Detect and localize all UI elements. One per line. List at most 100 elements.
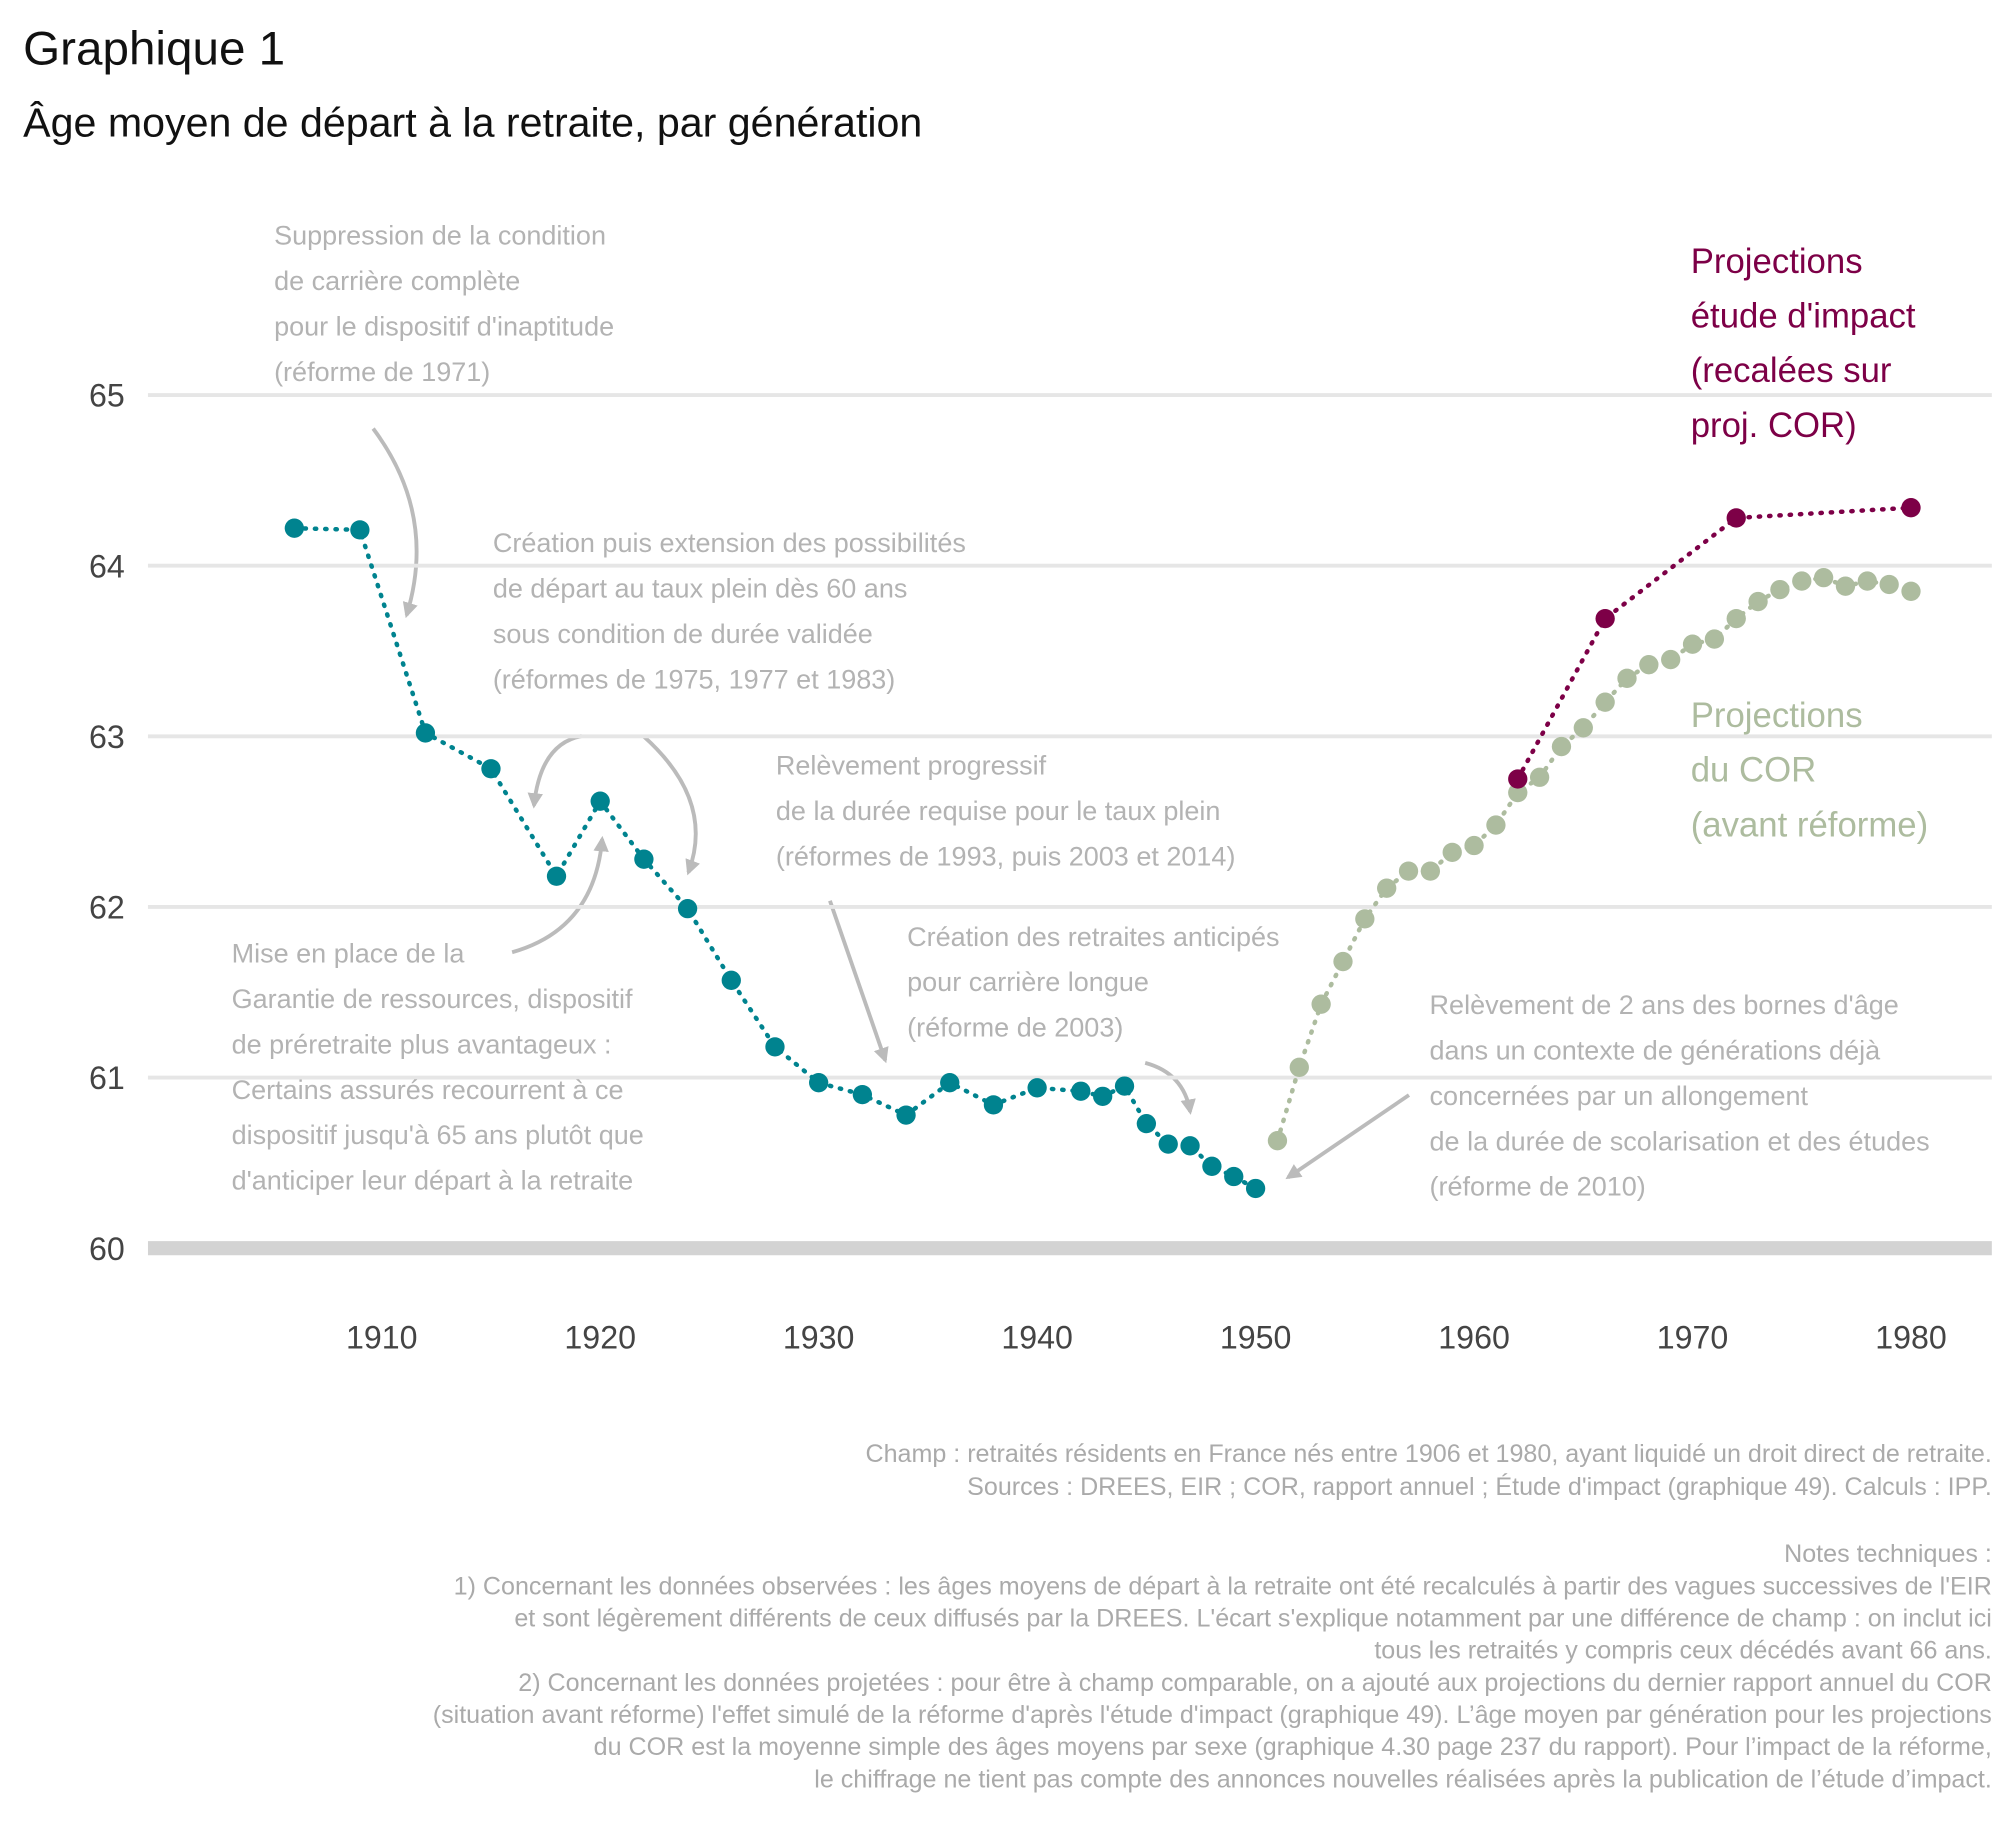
- point: [481, 759, 501, 779]
- point: [1245, 1178, 1266, 1199]
- series-label: Projections: [1691, 243, 1863, 281]
- annotation: de départ au taux plein dès 60 ans: [493, 573, 908, 603]
- point: [1311, 994, 1331, 1014]
- annotation: Suppression de la condition: [274, 221, 606, 251]
- point: [634, 849, 654, 869]
- arrow: [527, 734, 583, 809]
- annotation: de carrière complète: [274, 266, 520, 296]
- footnote: 2) Concernant les données projetées : po…: [518, 1669, 1992, 1697]
- point: [350, 520, 370, 540]
- annotation: de la durée de scolarisation et des étud…: [1430, 1126, 1930, 1156]
- y-tick-label: 64: [89, 548, 125, 584]
- point: [1508, 769, 1528, 789]
- point: [940, 1073, 960, 1093]
- annotation: Certains assurés recourrent à ce: [232, 1075, 624, 1105]
- footnote: Champ : retraités résidents en France né…: [865, 1440, 1991, 1468]
- point: [1726, 508, 1746, 528]
- point: [1289, 1057, 1309, 1077]
- annotation: Création des retraites anticipés: [907, 922, 1279, 952]
- annotation: Garantie de ressources, dispositif: [232, 984, 633, 1014]
- x-tick-label: 1960: [1438, 1320, 1510, 1356]
- annotation: d'anticiper leur départ à la retraite: [232, 1166, 634, 1196]
- point: [284, 518, 304, 538]
- point: [1748, 591, 1768, 612]
- x-tick-label: 1970: [1657, 1320, 1729, 1356]
- footnote: Notes techniques :: [1784, 1540, 1992, 1568]
- point: [1202, 1156, 1222, 1176]
- point: [1704, 629, 1725, 649]
- point: [1573, 718, 1593, 738]
- footnote: du COR est la moyenne simple des âges mo…: [594, 1733, 1992, 1761]
- point: [590, 791, 610, 811]
- arrow: [1144, 1061, 1196, 1115]
- point: [983, 1095, 1004, 1115]
- chart-title: Graphique 1: [23, 22, 285, 75]
- annotation: Création puis extension des possibilités: [493, 528, 966, 558]
- footnote: le chiffrage ne tient pas compte des ann…: [814, 1765, 1992, 1793]
- point: [809, 1073, 829, 1093]
- point: [1267, 1131, 1288, 1151]
- point: [1508, 782, 1528, 803]
- point: [1398, 861, 1419, 881]
- y-tick-label: 61: [89, 1060, 125, 1096]
- point: [1420, 861, 1441, 881]
- point: [1158, 1134, 1178, 1154]
- x-tick-label: 1980: [1875, 1320, 1947, 1356]
- series-label: proj. COR): [1691, 407, 1857, 445]
- point: [1792, 571, 1812, 591]
- annotation: concernées par un allongement: [1430, 1081, 1809, 1111]
- arrow: [371, 427, 419, 619]
- annotation: (réforme de 1971): [274, 357, 490, 387]
- y-tick-label: 62: [89, 890, 125, 926]
- annotation: (réformes de 1975, 1977 et 1983): [493, 664, 895, 694]
- footnote: 1) Concernant les données observées : le…: [454, 1572, 1992, 1600]
- point: [546, 866, 567, 886]
- point: [1661, 649, 1681, 670]
- chart-subtitle: Âge moyen de départ à la retraite, par g…: [23, 99, 922, 145]
- series-label: (avant réforme): [1691, 806, 1928, 844]
- annotation: Relèvement de 2 ans des bornes d'âge: [1430, 990, 1899, 1020]
- point: [415, 723, 436, 743]
- point: [1901, 498, 1921, 518]
- series-label: étude d'impact: [1691, 298, 1916, 336]
- point: [677, 899, 698, 919]
- annotation: de préretraite plus avantageux :: [232, 1029, 612, 1059]
- annotation: (réforme de 2003): [907, 1013, 1123, 1043]
- arrow: [1285, 1093, 1411, 1180]
- point: [1377, 878, 1397, 898]
- annotation: dans un contexte de générations déjà: [1430, 1035, 1882, 1065]
- annotation: dispositif jusqu'à 65 ans plutôt que: [232, 1120, 644, 1150]
- point: [1333, 951, 1353, 972]
- point: [1355, 909, 1375, 929]
- x-tick-label: 1930: [783, 1320, 855, 1356]
- point: [1857, 571, 1877, 591]
- series-label: (recalées sur: [1691, 352, 1892, 390]
- x-tick-label: 1920: [564, 1320, 636, 1356]
- point: [1770, 579, 1790, 600]
- x-tick-label: 1910: [346, 1320, 418, 1356]
- annotation: sous condition de durée validée: [493, 619, 873, 649]
- arrow: [511, 835, 609, 955]
- annotation: (réformes de 1993, puis 2003 et 2014): [776, 842, 1236, 872]
- point: [1835, 576, 1856, 596]
- x-tick-label: 1940: [1001, 1320, 1073, 1356]
- point: [1224, 1166, 1244, 1187]
- annotation: (réforme de 2010): [1430, 1172, 1646, 1202]
- footnote: tous les retraités y compris ceux décédé…: [1374, 1637, 1992, 1665]
- y-tick-label: 65: [89, 378, 125, 414]
- point: [852, 1084, 873, 1105]
- series-line: [1515, 505, 1914, 782]
- point: [1595, 608, 1615, 629]
- point: [1027, 1078, 1047, 1098]
- annotation: Mise en place de la: [232, 939, 466, 969]
- footnote: (situation avant réforme) l'effet simulé…: [433, 1701, 1992, 1729]
- point: [896, 1105, 916, 1125]
- series-label: Projections: [1691, 697, 1863, 735]
- point: [1071, 1081, 1091, 1101]
- arrow: [642, 734, 700, 876]
- point: [1093, 1086, 1113, 1106]
- point: [1486, 815, 1506, 835]
- point: [1682, 634, 1703, 654]
- point: [1617, 668, 1637, 688]
